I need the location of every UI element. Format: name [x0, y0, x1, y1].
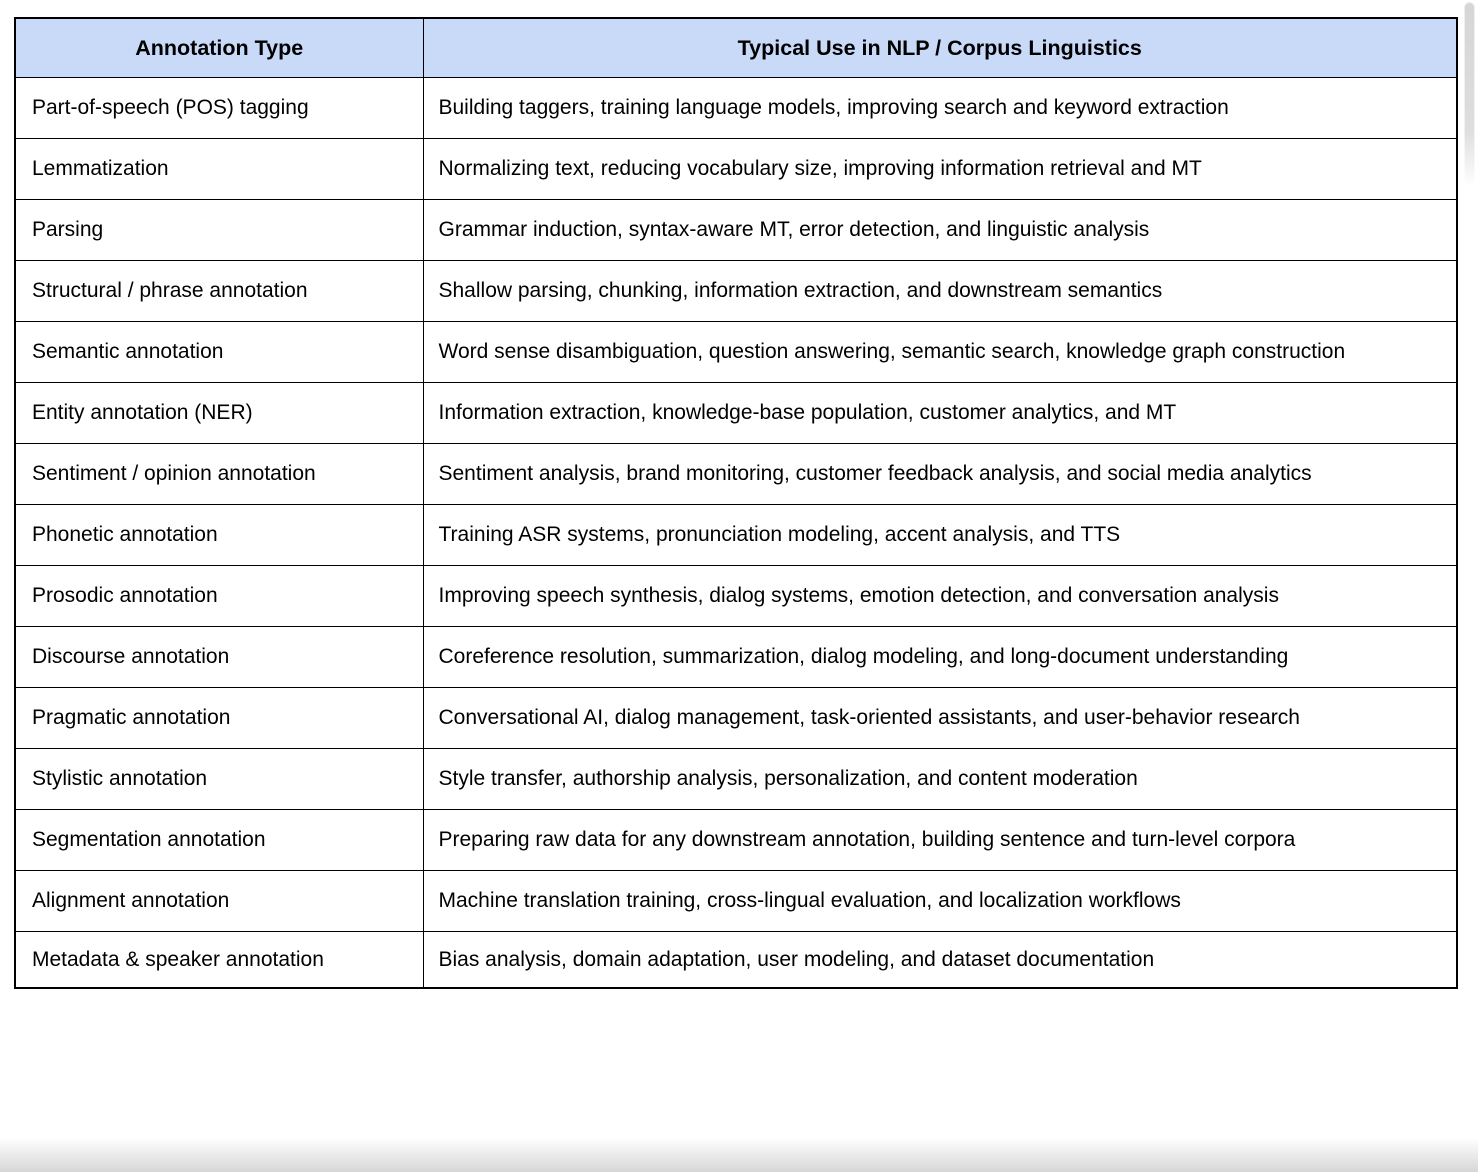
annotation-type-cell: Pragmatic annotation: [14, 687, 424, 749]
table-row: Pragmatic annotation Conversational AI, …: [14, 687, 1458, 749]
typical-use-cell: Grammar induction, syntax-aware MT, erro…: [422, 199, 1458, 261]
annotation-type-cell: Stylistic annotation: [14, 748, 424, 810]
annotation-type-cell: Discourse annotation: [14, 626, 424, 688]
scrollbar-thumb[interactable]: [1464, 2, 1475, 187]
annotation-type-cell: Sentiment / opinion annotation: [14, 443, 424, 505]
table-row: Prosodic annotation Improving speech syn…: [14, 565, 1458, 627]
typical-use-cell: Coreference resolution, summarization, d…: [422, 626, 1458, 688]
annotation-type-cell: Structural / phrase annotation: [14, 260, 424, 322]
typical-use-cell: Normalizing text, reducing vocabulary si…: [422, 138, 1458, 200]
table-row: Part-of-speech (POS) tagging Building ta…: [14, 77, 1458, 139]
annotation-type-cell: Parsing: [14, 199, 424, 261]
typical-use-cell: Preparing raw data for any downstream an…: [422, 809, 1458, 871]
table-row: Structural / phrase annotation Shallow p…: [14, 260, 1458, 322]
table-row: Stylistic annotation Style transfer, aut…: [14, 748, 1458, 810]
annotation-type-cell: Alignment annotation: [14, 870, 424, 932]
table-row: Segmentation annotation Preparing raw da…: [14, 809, 1458, 871]
annotation-type-cell: Semantic annotation: [14, 321, 424, 383]
table-row: Lemmatization Normalizing text, reducing…: [14, 138, 1458, 200]
typical-use-cell: Training ASR systems, pronunciation mode…: [422, 504, 1458, 566]
typical-use-cell: Conversational AI, dialog management, ta…: [422, 687, 1458, 749]
annotation-type-cell: Segmentation annotation: [14, 809, 424, 871]
column-header-annotation-type: Annotation Type: [14, 17, 424, 78]
typical-use-cell: Machine translation training, cross-ling…: [422, 870, 1458, 932]
table-row: Alignment annotation Machine translation…: [14, 870, 1458, 932]
annotation-type-cell: Entity annotation (NER): [14, 382, 424, 444]
table-row: Parsing Grammar induction, syntax-aware …: [14, 199, 1458, 261]
table-row: Phonetic annotation Training ASR systems…: [14, 504, 1458, 566]
header-row: Annotation Type Typical Use in NLP / Cor…: [14, 17, 1458, 78]
annotation-type-cell: Metadata & speaker annotation: [14, 931, 424, 989]
annotation-type-cell: Part-of-speech (POS) tagging: [14, 77, 424, 139]
column-header-typical-use: Typical Use in NLP / Corpus Linguistics: [422, 17, 1458, 78]
typical-use-cell: Information extraction, knowledge-base p…: [422, 382, 1458, 444]
annotation-type-cell: Phonetic annotation: [14, 504, 424, 566]
typical-use-cell: Improving speech synthesis, dialog syste…: [422, 565, 1458, 627]
table-row: Discourse annotation Coreference resolut…: [14, 626, 1458, 688]
annotation-type-cell: Prosodic annotation: [14, 565, 424, 627]
table-row: Metadata & speaker annotation Bias analy…: [14, 931, 1458, 989]
table-row: Semantic annotation Word sense disambigu…: [14, 321, 1458, 383]
typical-use-cell: Bias analysis, domain adaptation, user m…: [422, 931, 1458, 989]
annotation-table: Annotation Type Typical Use in NLP / Cor…: [14, 17, 1458, 989]
annotation-type-cell: Lemmatization: [14, 138, 424, 200]
typical-use-cell: Word sense disambiguation, question answ…: [422, 321, 1458, 383]
table-row: Entity annotation (NER) Information extr…: [14, 382, 1458, 444]
typical-use-cell: Building taggers, training language mode…: [422, 77, 1458, 139]
table-row: Sentiment / opinion annotation Sentiment…: [14, 443, 1458, 505]
bottom-fade-overlay: [0, 1138, 1478, 1172]
typical-use-cell: Style transfer, authorship analysis, per…: [422, 748, 1458, 810]
annotation-table-container: Annotation Type Typical Use in NLP / Cor…: [14, 17, 1458, 989]
typical-use-cell: Sentiment analysis, brand monitoring, cu…: [422, 443, 1458, 505]
typical-use-cell: Shallow parsing, chunking, information e…: [422, 260, 1458, 322]
